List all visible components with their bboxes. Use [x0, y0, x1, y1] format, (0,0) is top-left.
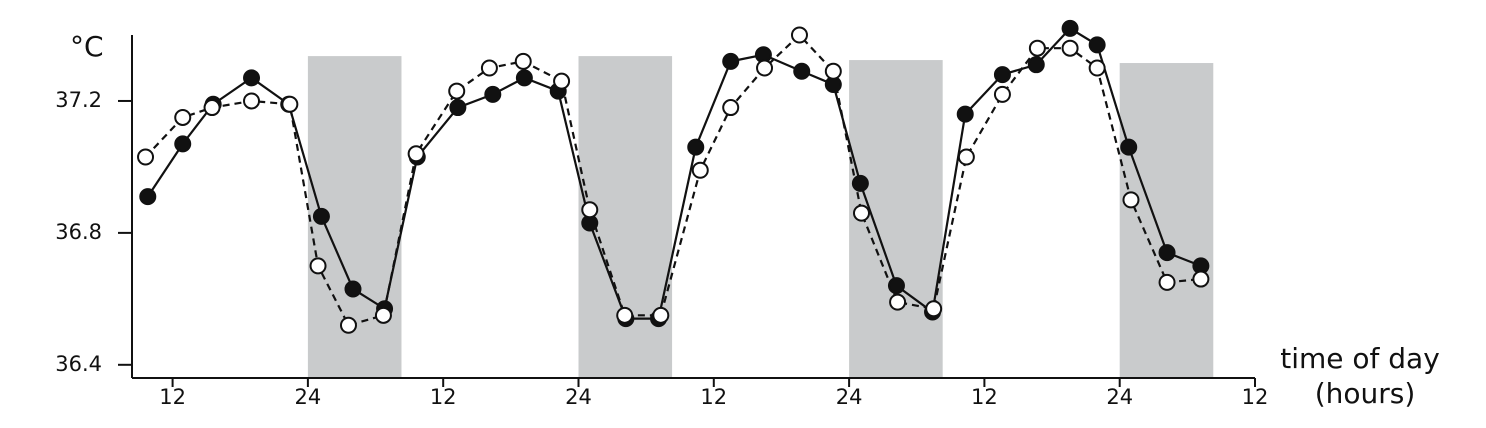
data-point [174, 135, 192, 153]
data-point [309, 257, 327, 275]
data-point [1158, 273, 1176, 291]
data-point [581, 201, 599, 219]
data-point [756, 59, 774, 77]
data-point [824, 62, 842, 80]
y-tick-label: 36.4 [55, 352, 102, 376]
data-point [1192, 270, 1210, 288]
data-point [957, 148, 975, 166]
data-point [1027, 56, 1045, 74]
x-tick-label: 24 [295, 385, 322, 409]
data-point [139, 188, 157, 206]
data-point [407, 145, 425, 163]
x-tick-label: 12 [700, 385, 727, 409]
data-point [449, 99, 467, 117]
data-point [1028, 39, 1046, 57]
x-tick-label: 24 [565, 385, 592, 409]
data-point [1120, 138, 1138, 156]
data-point [691, 161, 709, 179]
data-point [514, 52, 532, 70]
data-point [203, 99, 221, 117]
data-point [993, 66, 1011, 84]
data-point [956, 105, 974, 123]
data-point [243, 69, 261, 87]
data-point [851, 174, 869, 192]
x-axis-label: time of day [1280, 342, 1440, 375]
data-point [687, 138, 705, 156]
data-point [484, 85, 502, 103]
data-point [515, 69, 533, 87]
y-tick-label: 36.8 [55, 220, 102, 244]
dark-period [1119, 63, 1214, 378]
data-point [616, 306, 634, 324]
x-tick-label: 12 [971, 385, 998, 409]
y-tick-label: 37.2 [55, 88, 102, 112]
data-point [344, 280, 362, 298]
data-point [480, 59, 498, 77]
x-tick-label: 24 [1106, 385, 1133, 409]
data-point [790, 26, 808, 44]
data-point [722, 99, 740, 117]
series-line [144, 33, 1201, 327]
data-point [448, 82, 466, 100]
data-point [1088, 59, 1106, 77]
data-point [553, 72, 571, 90]
data-point [793, 62, 811, 80]
data-point [993, 85, 1011, 103]
x-tick-label: 12 [1242, 385, 1269, 409]
data-point [1088, 36, 1106, 54]
series-line [146, 26, 1202, 320]
data-point [374, 306, 392, 324]
data-point [722, 52, 740, 70]
data-point [281, 95, 299, 113]
data-point [243, 92, 261, 110]
data-point [1158, 244, 1176, 262]
data-point [887, 277, 905, 295]
y-axis-label: °C [70, 30, 104, 63]
x-tick-label: 12 [430, 385, 457, 409]
data-point [312, 207, 330, 225]
x-tick-label: 24 [836, 385, 863, 409]
data-point [1061, 19, 1079, 37]
data-point [652, 306, 670, 324]
data-point [1122, 191, 1140, 209]
data-point [852, 204, 870, 222]
x-tick-label: 12 [159, 385, 186, 409]
data-point [137, 148, 155, 166]
data-point [925, 300, 943, 318]
data-point [174, 108, 192, 126]
data-point [339, 316, 357, 334]
data-point [1061, 39, 1079, 57]
x-axis-label: (hours) [1315, 377, 1416, 410]
data-point [889, 293, 907, 311]
